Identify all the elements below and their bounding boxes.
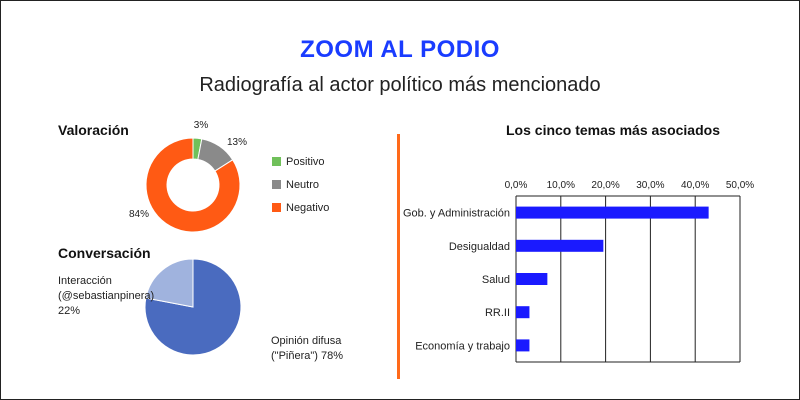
x-tick-label-2: 20,0% — [591, 180, 619, 191]
pie-slice-interaccion-sebastianpinera — [145, 258, 194, 308]
bar-desigualdad — [516, 239, 604, 252]
bar-rr-ii — [516, 306, 530, 319]
interaccion-label: Interacción (@sebastianpinera) 22% — [58, 274, 154, 319]
category-label-salud: Salud — [482, 274, 510, 286]
interaccion-label-line-1: Interacción — [58, 275, 112, 287]
donut-value-label-negativo: 84% — [129, 209, 149, 220]
category-label-desigualdad: Desigualdad — [449, 241, 510, 253]
bar-salud — [516, 273, 548, 285]
legend-swatch-negativo — [272, 203, 281, 212]
valoracion-label: Valoración — [58, 122, 129, 138]
legend-label-negativo: Negativo — [286, 202, 330, 214]
page-subtitle: Radiografía al actor político más mencio… — [199, 74, 601, 96]
category-label-economia-y-trabajo: Economía y trabajo — [415, 340, 510, 352]
conversacion-label: Conversación — [58, 245, 151, 261]
temas-label: Los cinco temas más asociados — [506, 122, 720, 138]
legend-swatch-positivo — [272, 157, 281, 166]
bar-gob-y-administracion — [516, 206, 709, 219]
donut-value-label-positivo: 3% — [194, 120, 209, 131]
legend-label-positivo: Positivo — [286, 156, 325, 168]
page-title: ZOOM AL PODIO — [300, 36, 500, 63]
x-tick-label-3: 30,0% — [636, 180, 664, 191]
legend-label-neutro: Neutro — [286, 179, 320, 191]
x-tick-label-5: 50,0% — [726, 180, 754, 191]
x-tick-label-1: 10,0% — [547, 180, 575, 191]
interaccion-label-line-2: (@sebastianpinera) — [58, 290, 155, 302]
opinion-label-line-1: Opinión difusa — [271, 335, 342, 347]
opinion-label-line-2: ("Piñera") 78% — [271, 350, 344, 362]
opinion-label: Opinión difusa ("Piñera") 78% — [271, 334, 343, 364]
x-tick-label-4: 40,0% — [681, 180, 709, 191]
legend-item-neutro: Neutro — [272, 179, 319, 193]
section-divider — [397, 134, 400, 379]
legend-item-negativo: Negativo — [272, 202, 329, 216]
category-label-rr-ii: RR.II — [485, 307, 510, 319]
legend-swatch-neutro — [272, 180, 281, 189]
legend-item-positivo: Positivo — [272, 156, 325, 170]
x-tick-label-0: 0,0% — [505, 180, 528, 191]
donut-value-label-neutro: 13% — [227, 137, 247, 148]
category-label-gob-y-administracion: Gob. y Administración — [403, 208, 510, 220]
donut-slice-negativo — [145, 137, 241, 233]
bar-economia-y-trabajo — [516, 339, 530, 352]
interaccion-label-line-3: 22% — [58, 305, 81, 317]
